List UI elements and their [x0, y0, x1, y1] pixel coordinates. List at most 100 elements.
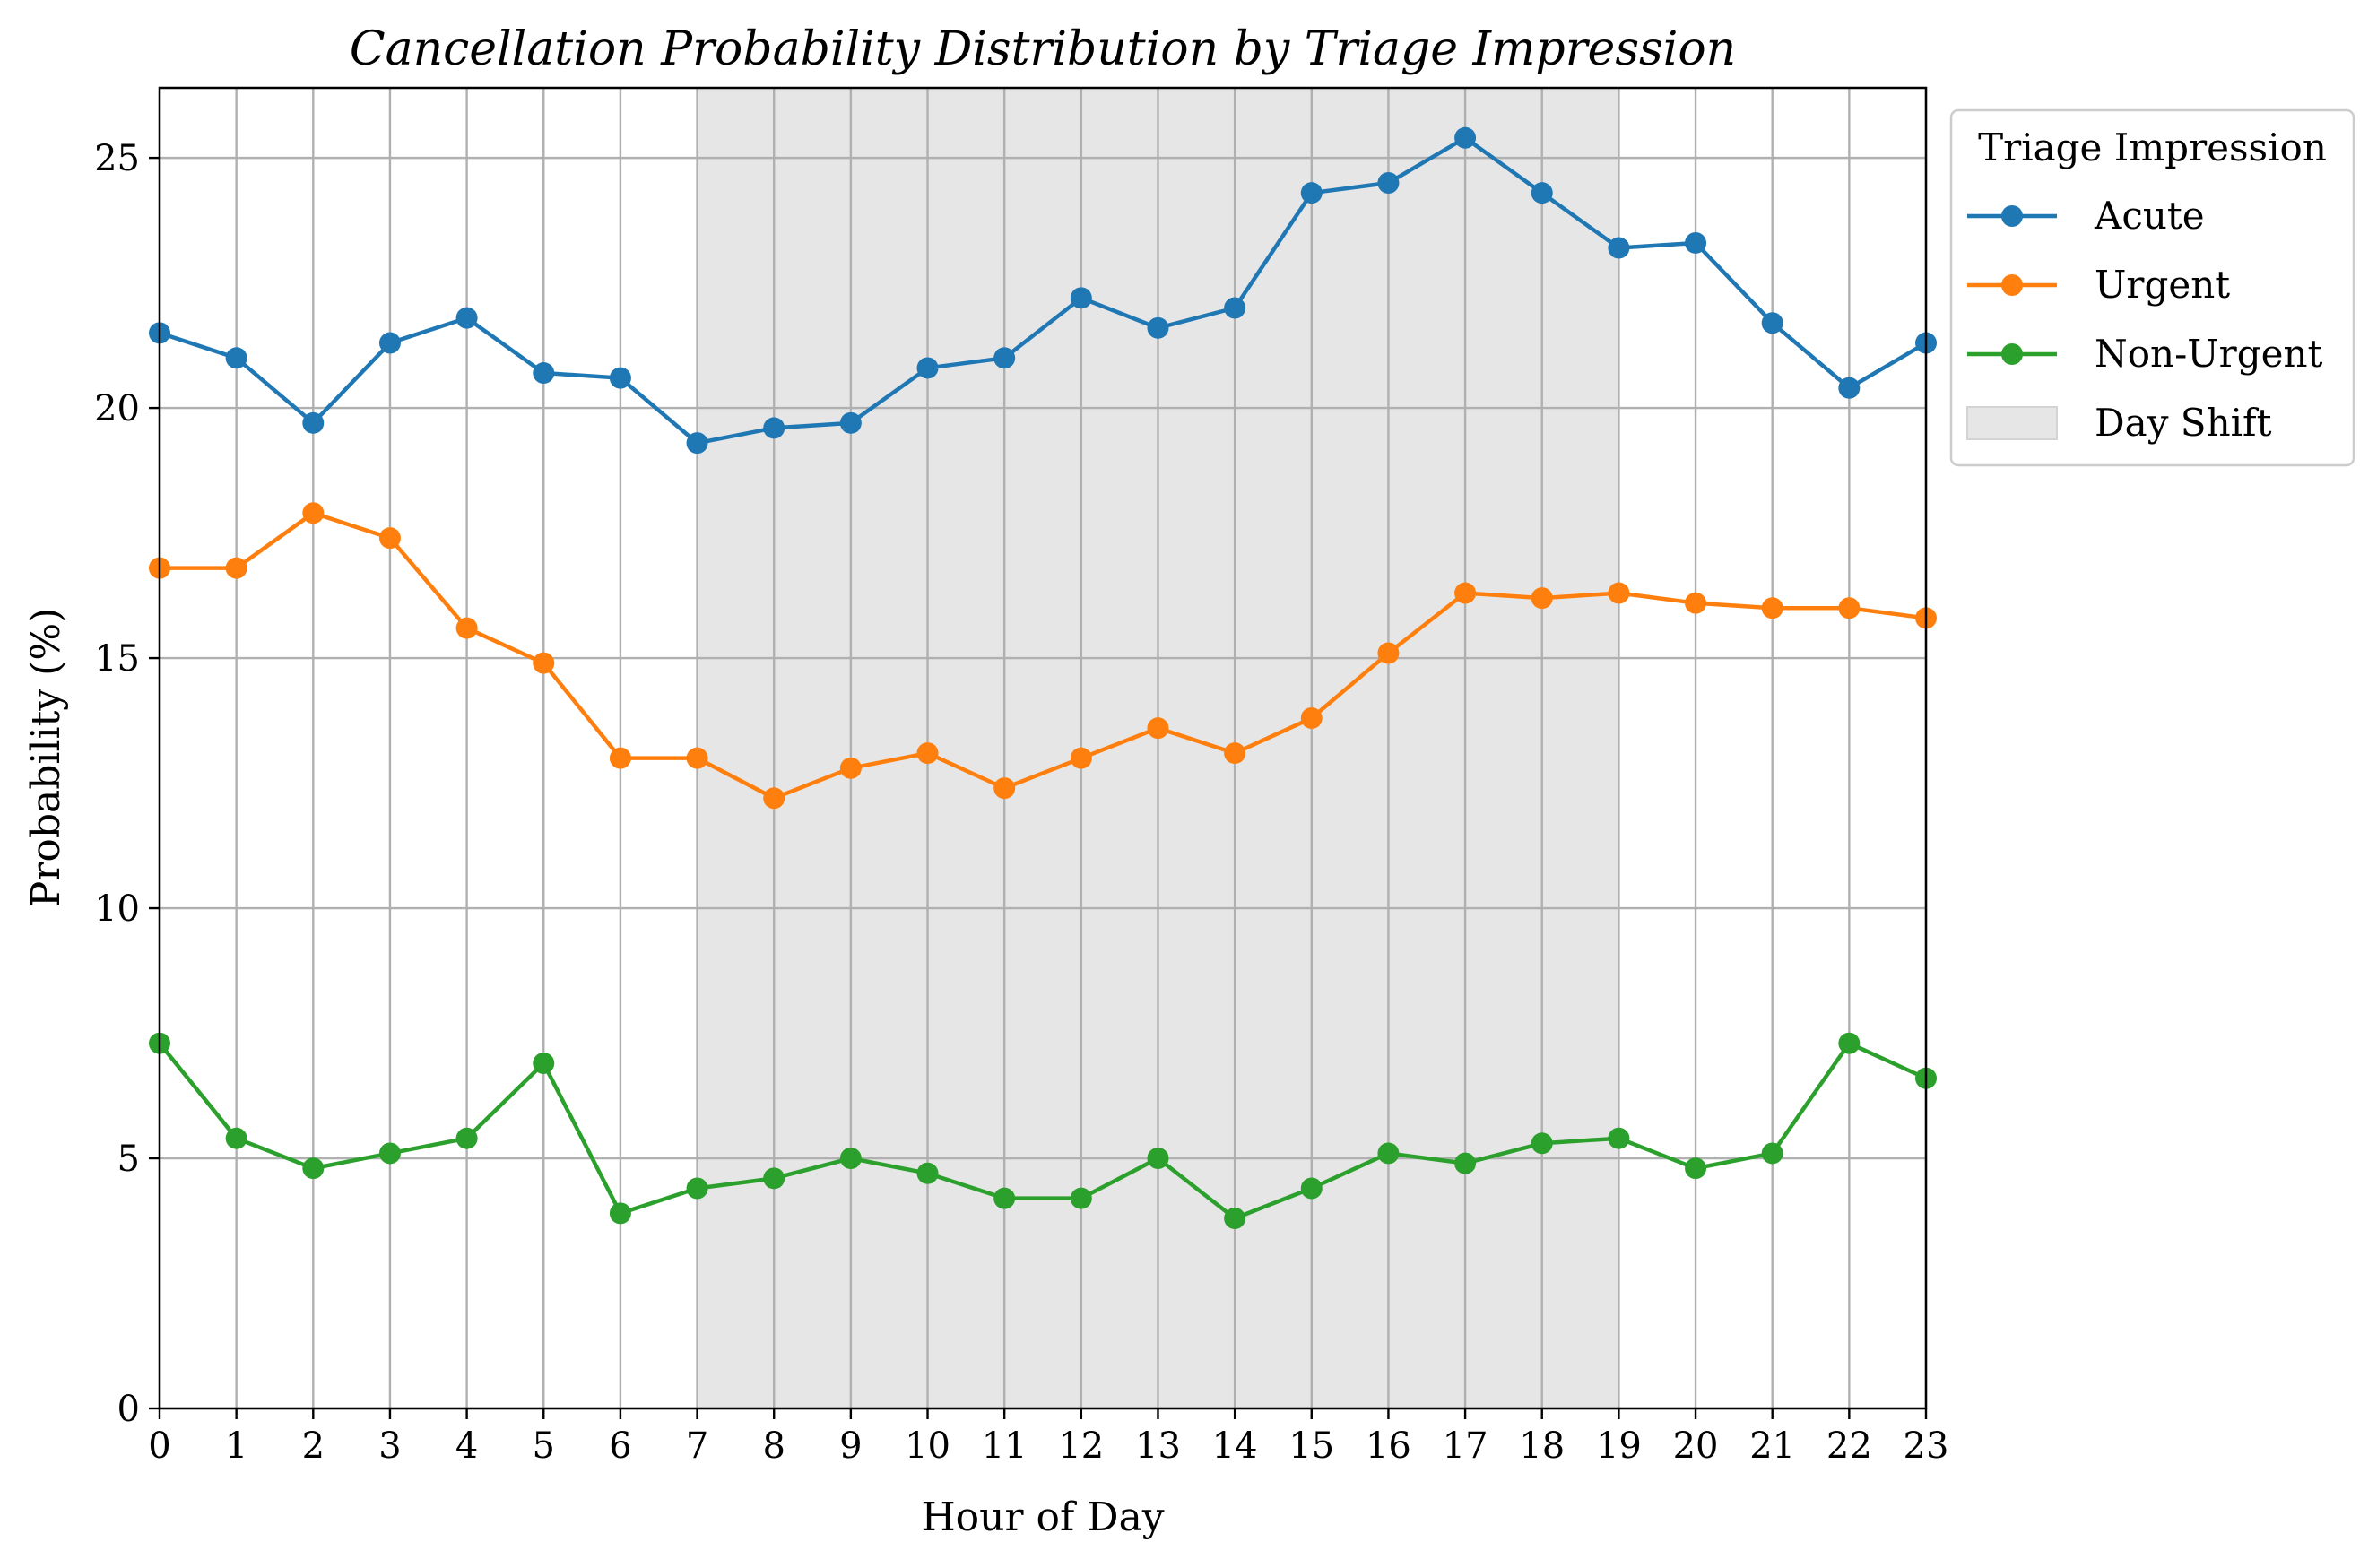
data-point-acute	[225, 347, 247, 369]
y-tick-label: 25	[94, 138, 140, 179]
data-point-non-urgent	[1761, 1142, 1783, 1165]
x-tick-label: 0	[148, 1425, 170, 1467]
data-point-acute	[1761, 312, 1783, 334]
data-point-non-urgent	[1454, 1152, 1477, 1174]
data-point-urgent	[225, 557, 247, 579]
x-tick-label: 21	[1749, 1425, 1795, 1467]
data-point-acute	[916, 357, 939, 379]
y-tick-label: 10	[94, 888, 140, 930]
data-point-urgent	[1224, 742, 1246, 765]
data-point-non-urgent	[1838, 1032, 1861, 1054]
data-point-acute	[1300, 182, 1323, 204]
x-tick-label: 15	[1288, 1425, 1334, 1467]
data-point-non-urgent	[1147, 1148, 1169, 1170]
data-point-acute	[1224, 297, 1246, 319]
x-tick-label: 18	[1519, 1425, 1565, 1467]
x-tick-label: 19	[1596, 1425, 1642, 1467]
data-point-non-urgent	[916, 1162, 939, 1184]
data-point-urgent	[1147, 717, 1169, 740]
y-tick-label: 20	[94, 388, 140, 429]
data-point-non-urgent	[686, 1177, 708, 1200]
series-line-non-urgent	[158, 1041, 1927, 1221]
data-point-non-urgent	[302, 1157, 325, 1180]
data-point-acute	[1070, 287, 1092, 309]
data-point-acute	[1377, 172, 1400, 195]
series-line-acute	[159, 135, 1928, 446]
x-tick-label: 2	[302, 1425, 325, 1467]
x-axis-label: Hour of Day	[921, 1494, 1164, 1540]
x-tick-label: 17	[1443, 1425, 1488, 1467]
data-point-non-urgent	[1070, 1187, 1092, 1209]
legend-label-acute: Acute	[2094, 194, 2205, 238]
y-tick-label: 0	[117, 1389, 140, 1430]
data-point-non-urgent	[1300, 1177, 1323, 1200]
data-point-acute	[993, 347, 1016, 369]
data-point-non-urgent	[839, 1148, 862, 1170]
x-tick-label: 12	[1058, 1425, 1104, 1467]
data-point-acute	[686, 432, 708, 455]
data-point-acute	[533, 362, 555, 385]
data-point-non-urgent	[1531, 1132, 1553, 1155]
x-tick-label: 14	[1212, 1425, 1258, 1467]
plot-frame	[158, 86, 1928, 1410]
data-point-non-urgent	[378, 1142, 401, 1165]
data-point-acute	[455, 307, 478, 329]
x-tick-label: 4	[455, 1425, 478, 1467]
y-axis-label: Probability (%)	[23, 608, 69, 908]
data-point-acute	[839, 411, 862, 434]
data-point-urgent	[378, 527, 401, 550]
data-point-acute	[1838, 377, 1861, 399]
x-tick-label: 3	[378, 1425, 401, 1467]
x-tick-label: 20	[1673, 1425, 1719, 1467]
data-point-acute	[609, 367, 631, 389]
x-tick-label: 13	[1135, 1425, 1181, 1467]
series-line-urgent	[160, 511, 1927, 801]
legend-label-day-shift: Day Shift	[2095, 401, 2272, 445]
data-point-non-urgent	[1377, 1142, 1400, 1165]
data-point-non-urgent	[1608, 1127, 1630, 1149]
data-point-non-urgent	[609, 1202, 631, 1225]
data-point-non-urgent	[533, 1053, 555, 1075]
data-point-acute	[1608, 237, 1630, 259]
x-tick-label: 10	[905, 1425, 950, 1467]
data-point-acute	[1454, 126, 1477, 149]
legend-label-urgent: Urgent	[2095, 263, 2230, 307]
legend-marker-urgent	[2001, 274, 2023, 296]
data-point-urgent	[455, 617, 478, 639]
data-point-urgent	[609, 747, 631, 769]
data-point-non-urgent	[1685, 1157, 1707, 1180]
y-tick-label: 15	[94, 638, 140, 680]
data-point-urgent	[1300, 707, 1323, 730]
data-point-urgent	[1685, 592, 1707, 614]
y-tick-label: 5	[117, 1139, 140, 1180]
data-point-non-urgent	[1224, 1207, 1246, 1229]
legend: Triage Impression Acute Urgent Non-Urgent Da…	[1949, 108, 2355, 467]
legend-swatch-day-shift	[1966, 406, 2058, 440]
x-tick-label: 23	[1904, 1425, 1949, 1467]
chart-title: Cancellation Probability Distribution by…	[350, 22, 1736, 76]
data-point-acute	[1685, 231, 1707, 254]
data-point-urgent	[686, 747, 708, 769]
data-point-non-urgent	[763, 1167, 785, 1190]
data-point-urgent	[1761, 597, 1783, 619]
x-tick-label: 6	[609, 1425, 631, 1467]
data-point-urgent	[1608, 582, 1630, 604]
data-point-acute	[1531, 182, 1553, 204]
legend-marker-non-urgent	[2001, 343, 2023, 365]
data-point-urgent	[839, 757, 862, 779]
x-tick-label: 8	[762, 1425, 785, 1467]
data-point-non-urgent	[225, 1127, 247, 1149]
x-tick-label: 11	[982, 1425, 1028, 1467]
legend-marker-acute	[2001, 205, 2023, 227]
x-tick-label: 9	[839, 1425, 862, 1467]
data-point-urgent	[1377, 642, 1400, 664]
data-point-urgent	[1531, 587, 1553, 610]
plot-area: 0 1 2 3 4 5 6 7 8 9 10 11 12 13 14 15 16 17 18 19 20 21 22 2305…	[94, 86, 1949, 1467]
data-point-urgent	[916, 742, 939, 765]
data-point-urgent	[763, 787, 785, 810]
data-point-acute	[302, 411, 325, 434]
data-point-acute	[763, 417, 785, 439]
legend-box	[1949, 108, 2355, 467]
data-point-urgent	[533, 652, 555, 674]
